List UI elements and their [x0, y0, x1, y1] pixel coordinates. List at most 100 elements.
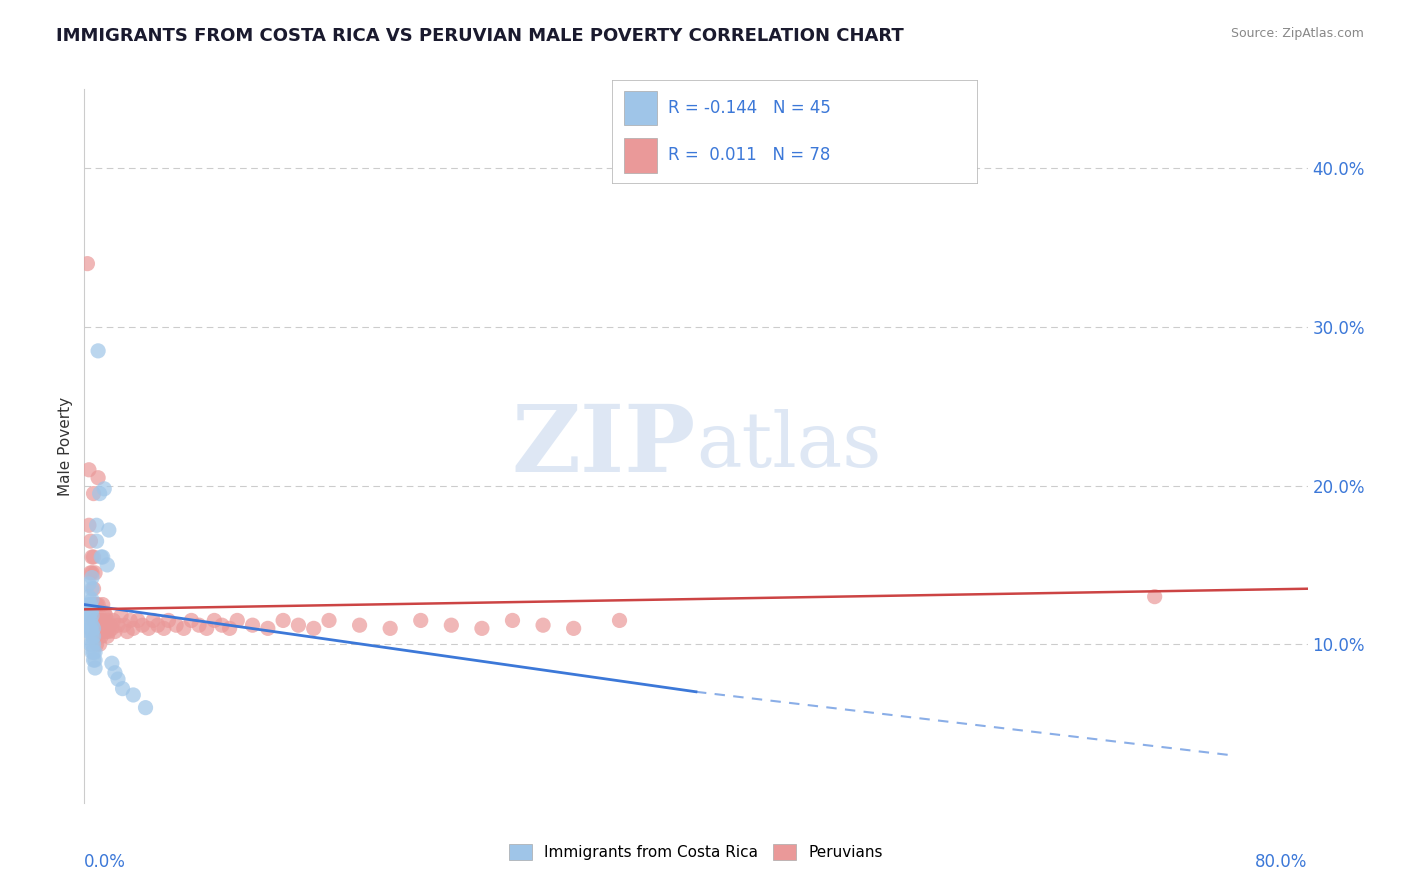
Point	[138, 621, 160, 635]
Point	[84, 614, 107, 628]
Point	[115, 624, 138, 639]
Point	[242, 618, 264, 632]
Point	[107, 672, 129, 686]
Point	[101, 657, 124, 671]
Point	[90, 614, 112, 628]
Point	[165, 618, 187, 632]
Text: Source: ZipAtlas.com: Source: ZipAtlas.com	[1230, 27, 1364, 40]
Point	[257, 621, 280, 635]
Point	[83, 582, 105, 596]
Point	[1143, 590, 1166, 604]
Point	[87, 614, 110, 628]
Point	[96, 629, 118, 643]
Point	[502, 614, 524, 628]
Point	[80, 549, 103, 564]
Point	[271, 614, 294, 628]
Point	[91, 614, 114, 628]
Point	[97, 523, 120, 537]
Point	[83, 486, 105, 500]
Point	[122, 621, 145, 635]
Point	[131, 618, 153, 632]
Point	[80, 624, 103, 639]
Point	[93, 621, 115, 635]
Point	[146, 618, 169, 632]
Point	[79, 614, 101, 628]
Point	[110, 608, 132, 623]
Point	[89, 624, 111, 639]
Point	[195, 621, 218, 635]
Text: ZIP: ZIP	[512, 401, 696, 491]
Point	[104, 624, 127, 639]
Point	[80, 571, 103, 585]
Point	[84, 629, 107, 643]
Point	[86, 621, 108, 635]
Point	[380, 621, 402, 635]
Point	[79, 598, 101, 612]
Point	[471, 621, 494, 635]
Point	[218, 621, 240, 635]
Point	[79, 566, 101, 580]
Point	[609, 614, 631, 628]
Point	[84, 661, 107, 675]
Point	[440, 618, 463, 632]
Point	[83, 621, 105, 635]
Point	[202, 614, 225, 628]
Point	[135, 700, 157, 714]
Point	[80, 592, 103, 607]
Point	[211, 618, 233, 632]
Point	[80, 582, 103, 596]
Point	[77, 577, 100, 591]
Point	[79, 637, 101, 651]
Text: R = -0.144   N = 45: R = -0.144 N = 45	[668, 99, 831, 117]
Point	[80, 608, 103, 623]
Point	[77, 608, 100, 623]
Point	[94, 608, 117, 623]
Point	[83, 653, 105, 667]
Point	[80, 645, 103, 659]
Point	[226, 614, 249, 628]
Point	[89, 486, 111, 500]
Point	[80, 618, 103, 632]
Point	[77, 598, 100, 612]
Point	[80, 598, 103, 612]
Point	[127, 614, 149, 628]
Point	[76, 614, 98, 628]
Point	[83, 637, 105, 651]
Point	[84, 653, 107, 667]
Text: R =  0.011   N = 78: R = 0.011 N = 78	[668, 146, 831, 164]
Legend: Immigrants from Costa Rica, Peruvians: Immigrants from Costa Rica, Peruvians	[503, 838, 889, 866]
Point	[173, 621, 195, 635]
Point	[153, 621, 176, 635]
Point	[562, 621, 585, 635]
Point	[531, 618, 554, 632]
Point	[349, 618, 371, 632]
Point	[157, 614, 180, 628]
Point	[77, 518, 100, 533]
Point	[84, 645, 107, 659]
Point	[77, 463, 100, 477]
Point	[86, 534, 108, 549]
Point	[77, 624, 100, 639]
Point	[103, 614, 125, 628]
Y-axis label: Male Poverty: Male Poverty	[58, 396, 73, 496]
Point	[142, 614, 165, 628]
Point	[90, 549, 112, 564]
Point	[83, 629, 105, 643]
Point	[112, 618, 135, 632]
Point	[84, 598, 107, 612]
Point	[79, 621, 101, 635]
Point	[98, 618, 121, 632]
Point	[104, 665, 127, 680]
FancyBboxPatch shape	[624, 91, 658, 126]
Point	[318, 614, 340, 628]
Point	[96, 558, 118, 572]
Point	[97, 624, 120, 639]
Point	[180, 614, 202, 628]
Point	[83, 645, 105, 659]
Point	[91, 598, 114, 612]
Point	[287, 618, 309, 632]
Point	[107, 618, 129, 632]
Point	[93, 606, 115, 620]
Point	[93, 482, 115, 496]
Point	[80, 629, 103, 643]
